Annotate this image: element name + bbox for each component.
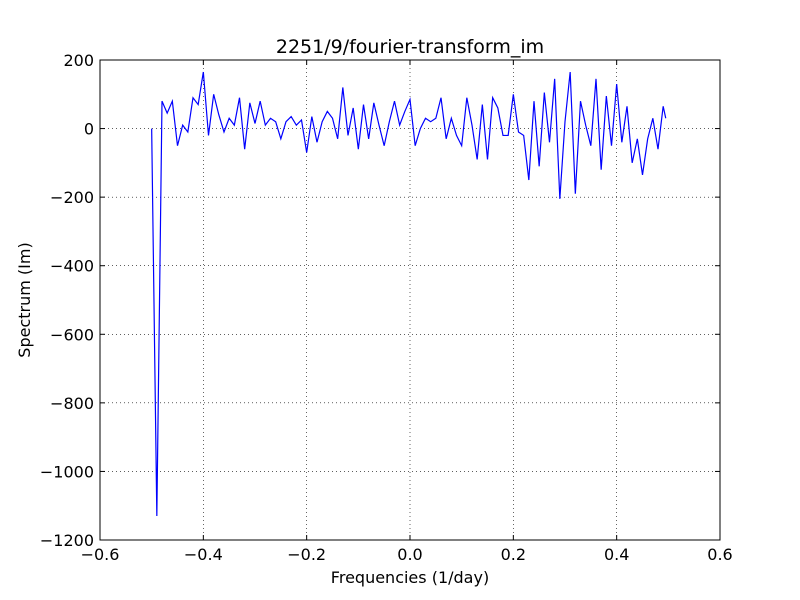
x-tick-label: −0.2 <box>287 545 326 564</box>
y-tick-label: −600 <box>50 325 94 344</box>
y-axis-label: Spectrum (Im) <box>15 242 34 357</box>
y-tick-label: −1200 <box>40 531 94 550</box>
x-tick-label: 0.2 <box>501 545 526 564</box>
y-tick-label: −800 <box>50 394 94 413</box>
x-tick-label: −0.6 <box>81 545 120 564</box>
x-tick-label: 0.6 <box>707 545 732 564</box>
y-tick-label: −400 <box>50 257 94 276</box>
chart-title: 2251/9/fourier-transform_im <box>276 36 544 58</box>
x-tick-label: 0.4 <box>604 545 629 564</box>
y-tick-label: 200 <box>63 51 94 70</box>
plot-frame <box>99 59 721 541</box>
x-axis-label: Frequencies (1/day) <box>331 568 489 587</box>
data-line <box>151 71 667 517</box>
y-tick-label: −1000 <box>40 462 94 481</box>
y-tick-label: 0 <box>84 120 94 139</box>
x-tick-label: −0.4 <box>184 545 223 564</box>
x-tick-label: 0.0 <box>397 545 422 564</box>
y-tick-label: −200 <box>50 188 94 207</box>
